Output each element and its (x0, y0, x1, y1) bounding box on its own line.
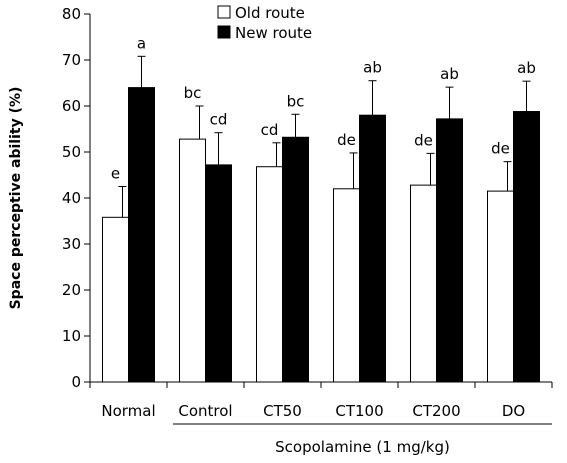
significance-label: e (111, 165, 120, 183)
x-category-label: DO (502, 402, 525, 420)
significance-label: ab (517, 59, 536, 77)
legend: Old route New route (217, 4, 312, 42)
y-tick-label-50: 50 (62, 143, 81, 161)
bar-old-route (179, 138, 206, 383)
legend-swatch (217, 25, 231, 39)
y-tick-label-70: 70 (62, 51, 81, 69)
bar-new-route (359, 114, 386, 383)
significance-label: de (491, 140, 510, 158)
significance-label: bc (184, 84, 202, 102)
bar-old-route (256, 166, 283, 383)
legend-swatch (217, 5, 231, 19)
bar-old-route (333, 188, 360, 383)
x-category-label: Control (178, 402, 232, 420)
x-axis: Normal Control CT50 CT100 CT200 DO (89, 381, 553, 425)
significance-label: a (137, 34, 146, 52)
significance-label: cd (261, 121, 279, 139)
y-tick-label-0: 0 (71, 373, 81, 391)
x-category-label: CT50 (263, 402, 302, 420)
y-tick-label-60: 60 (62, 97, 81, 115)
significance-label: bc (287, 92, 305, 110)
bar-old-route (487, 190, 514, 383)
y-axis-label: Space perceptive ability (%) (8, 87, 24, 310)
significance-label: cd (210, 111, 228, 129)
bar-old-route (102, 216, 129, 383)
significance-label: de (337, 131, 356, 149)
legend-label: New route (235, 24, 312, 42)
significance-label: ab (363, 59, 382, 77)
bar-new-route (128, 87, 155, 383)
bar-new-route (205, 164, 232, 383)
bar-new-route (282, 136, 309, 383)
y-axis: 0 10 20 30 40 50 60 70 80 (62, 5, 91, 391)
bar-old-route (410, 184, 437, 383)
y-tick-label-80: 80 (62, 5, 81, 23)
group-label: Scopolamine (1 mg/kg) (275, 438, 450, 456)
y-tick-label-20: 20 (62, 281, 81, 299)
y-tick-label-10: 10 (62, 327, 81, 345)
legend-label: Old route (235, 4, 305, 22)
y-tick-label-30: 30 (62, 235, 81, 253)
significance-label: de (414, 131, 433, 149)
x-category-label: CT100 (335, 402, 383, 420)
significance-label: ab (440, 65, 459, 83)
bar-new-route (513, 111, 540, 383)
x-category-label: Normal (101, 402, 155, 420)
y-tick-label-40: 40 (62, 189, 81, 207)
bar-new-route (436, 118, 463, 383)
x-category-label: CT200 (412, 402, 460, 420)
